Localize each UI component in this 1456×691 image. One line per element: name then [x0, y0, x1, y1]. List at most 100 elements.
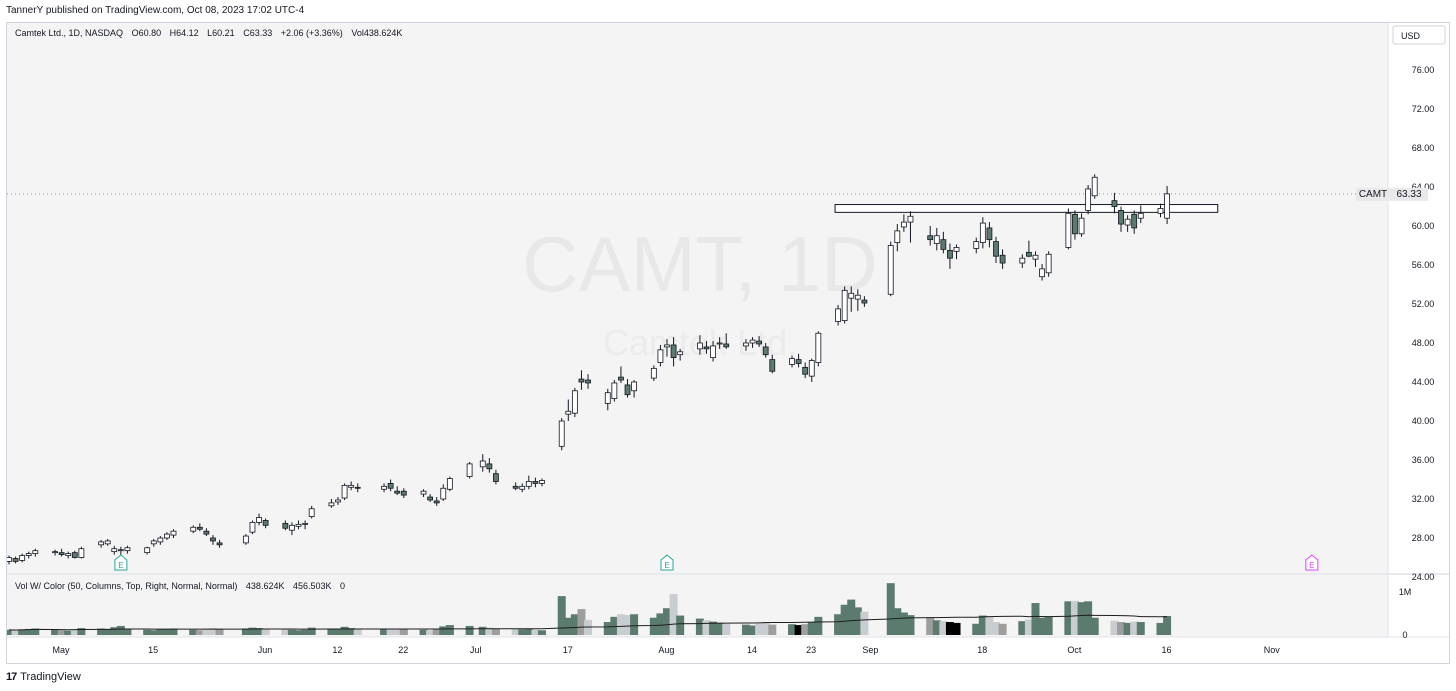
volume-bar [353, 628, 362, 635]
volume-bar [248, 627, 257, 635]
volume-bar [570, 614, 579, 635]
earnings-marker[interactable]: E [114, 554, 128, 571]
volume-bar [70, 629, 79, 635]
candle-body [703, 346, 710, 350]
price-tick-label: 48.00 [1412, 338, 1435, 348]
volume-bar [906, 615, 915, 635]
candle-body [1157, 208, 1164, 214]
time-tick-label: May [53, 645, 71, 655]
volume-bar [603, 622, 612, 635]
time-tick-label: Aug [658, 645, 674, 655]
currency-button[interactable]: USD [1392, 25, 1446, 45]
volume-axis: 1M 0 [1399, 587, 1412, 640]
candles-layer [7, 174, 1170, 565]
candle-body [400, 490, 407, 496]
candle-body [387, 482, 394, 489]
candle-body [947, 249, 953, 259]
volume-bar [656, 613, 665, 635]
volume-bar [465, 625, 474, 635]
candle-body [479, 460, 486, 468]
price-tick-label: 68.00 [1412, 143, 1435, 153]
volume-layer [7, 583, 1172, 635]
candle-body [52, 551, 58, 554]
volume-bar [511, 628, 520, 635]
watermark-symbol: CAMT, 1D [522, 220, 877, 308]
candle-body [420, 490, 427, 495]
volume-bar [1090, 617, 1099, 635]
resistance-zone-rect[interactable] [834, 204, 1219, 213]
currency-button-bg[interactable] [1392, 25, 1446, 45]
volume-bar [156, 629, 165, 635]
earnings-marker-shape[interactable] [114, 554, 128, 571]
candle-body [657, 349, 664, 363]
footer-brand[interactable]: TradingView [20, 671, 81, 683]
volume-bar [399, 629, 408, 635]
svg-text:Camtek Ltd., 1D, NASDAQ: Camtek Ltd., 1D, NASDAQ O60.80 H64.12 L6… [15, 28, 402, 38]
price-axis[interactable]: 80.0076.0072.0068.0064.0060.0056.0052.00… [1412, 26, 1435, 582]
volume-bar [1123, 622, 1132, 635]
volume-bar [281, 629, 290, 635]
candle-body [328, 502, 335, 507]
candle-body [1118, 209, 1124, 225]
volume-bar [676, 615, 685, 635]
price-tick-label: 52.00 [1412, 299, 1435, 309]
earnings-marker-shape[interactable] [660, 554, 674, 571]
candle-body [25, 553, 32, 556]
volume-bar [952, 622, 961, 635]
volume-bar [702, 620, 711, 635]
candle-body [795, 359, 802, 364]
volume-bar [18, 629, 27, 635]
volume-bar [899, 612, 908, 635]
time-tick-label: Nov [1264, 645, 1281, 655]
candle-body [697, 342, 703, 350]
volume-bar [162, 628, 171, 635]
tradingview-logo-icon[interactable]: 17 [6, 671, 17, 683]
time-tick-label: 22 [398, 645, 408, 655]
time-axis[interactable]: May 15 Jun 12 22 Jul 17 Aug 14 23 Sep 18 Oct 16 Nov [53, 645, 1281, 655]
candle-body [71, 552, 78, 558]
volume-bar [116, 625, 125, 635]
volume-bar [584, 619, 593, 635]
volume-bar [649, 617, 658, 635]
candle-body [144, 547, 151, 554]
earnings-marker[interactable]: E [660, 554, 674, 571]
earnings-marker-label: E [1309, 561, 1314, 570]
candle-body [493, 473, 499, 482]
time-tick-label: Oct [1067, 645, 1082, 655]
volume-bar [426, 630, 435, 635]
candle-body [940, 239, 947, 250]
candle-body [815, 332, 822, 363]
price-tick-label: 72.00 [1412, 104, 1435, 114]
candle-body [769, 359, 776, 372]
candle-body [308, 508, 315, 517]
earnings-marker[interactable]: E [1305, 554, 1319, 571]
volume-bar [715, 622, 724, 635]
candle-body [848, 292, 855, 299]
candle-body [618, 376, 624, 381]
candle-body [1039, 268, 1045, 278]
currency-button-label[interactable]: USD [1401, 31, 1421, 41]
volume-bar [840, 604, 849, 635]
footer[interactable]: 17 TradingView [6, 668, 81, 686]
earnings-marker-shape[interactable] [1305, 554, 1319, 571]
candle-body [1026, 251, 1032, 257]
volume-bar [998, 623, 1007, 635]
volume-bar [807, 622, 816, 635]
chart-canvas[interactable]: CAMT, 1D Camtek Ltd. 80.0076.0072.0068.0… [7, 23, 1449, 663]
volume-bar [24, 628, 33, 635]
chart-frame[interactable]: CAMT, 1D Camtek Ltd. 80.0076.0072.0068.0… [6, 22, 1450, 664]
volume-bar [169, 628, 178, 635]
volume-bar [1038, 617, 1047, 635]
candle-body [341, 484, 348, 499]
candle-body [512, 485, 519, 489]
volume-bar [616, 614, 625, 635]
volume-tick-label: 0 [1402, 630, 1407, 640]
resistance-zone-layer[interactable] [834, 204, 1219, 213]
candle-body [32, 550, 39, 554]
volume-bar [1031, 603, 1040, 635]
candle-body [486, 463, 493, 470]
volume-bar [208, 628, 217, 635]
candle-body [900, 221, 907, 228]
candle-body [446, 478, 453, 490]
